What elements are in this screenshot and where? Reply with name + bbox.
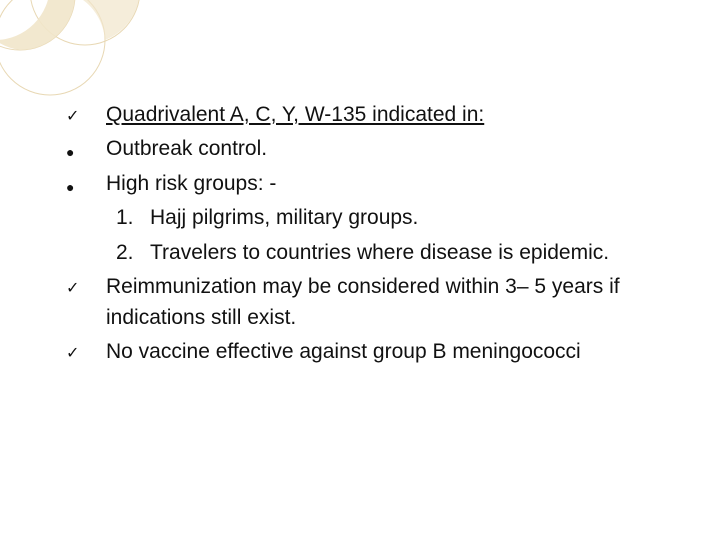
list-number: 1. [116, 203, 150, 233]
bullet-icon: ● [60, 169, 106, 197]
list-number: 2. [116, 238, 150, 268]
line-text: Quadrivalent A, C, Y, W-135 indicated in… [106, 100, 680, 130]
bullet-icon: ● [60, 134, 106, 162]
line-text: High risk groups: - [106, 169, 680, 199]
subitem-hajj: 1. Hajj pilgrims, military groups. [60, 203, 680, 233]
check-icon: ✓ [60, 337, 106, 365]
corner-decoration [0, 0, 200, 100]
line-text: No vaccine effective against group B men… [106, 337, 680, 367]
check-icon: ✓ [60, 100, 106, 128]
line-text: Reimmunization may be considered within … [106, 272, 680, 333]
subitem-text: Hajj pilgrims, military groups. [150, 203, 680, 233]
slide-content: ✓ Quadrivalent A, C, Y, W-135 indicated … [60, 100, 680, 368]
line-highrisk: ● High risk groups: - [60, 169, 680, 199]
line-no-vaccine: ✓ No vaccine effective against group B m… [60, 337, 680, 367]
line-reimmunization: ✓ Reimmunization may be considered withi… [60, 272, 680, 333]
subitem-text: Travelers to countries where disease is … [150, 238, 680, 268]
line-outbreak: ● Outbreak control. [60, 134, 680, 164]
line-text: Outbreak control. [106, 134, 680, 164]
line-quadrivalent: ✓ Quadrivalent A, C, Y, W-135 indicated … [60, 100, 680, 130]
check-icon: ✓ [60, 272, 106, 300]
subitem-travelers: 2. Travelers to countries where disease … [60, 238, 680, 268]
